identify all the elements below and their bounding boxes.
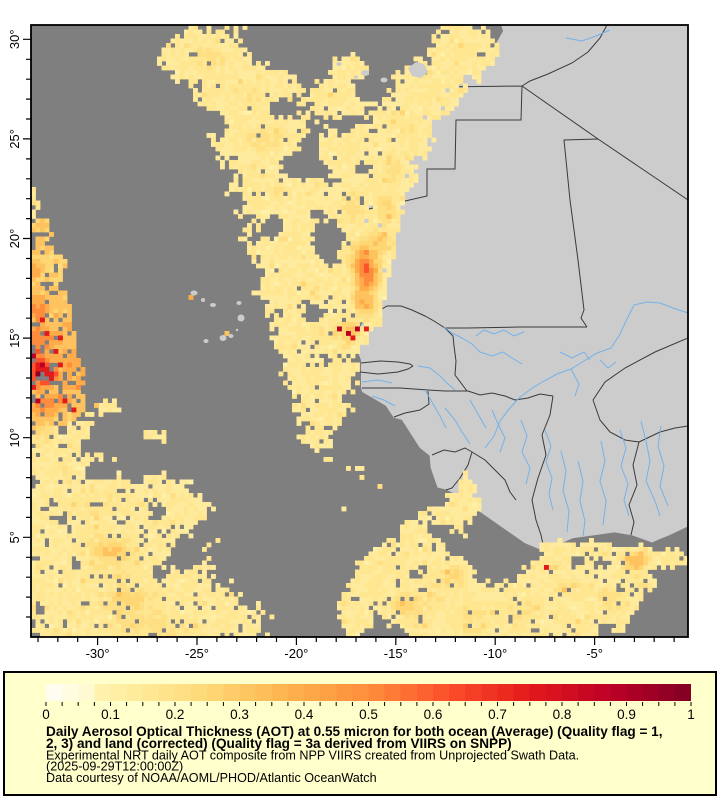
svg-text:0.7: 0.7 [488,707,507,722]
svg-text:0.4: 0.4 [295,707,314,722]
svg-text:0: 0 [42,707,50,722]
svg-text:20°: 20° [7,229,22,249]
svg-text:Experimental NRT daily AOT com: Experimental NRT daily AOT composite fro… [46,749,579,763]
svg-text:2, 3) and land (corrected) (Qu: 2, 3) and land (corrected) (Quality flag… [46,736,512,751]
svg-text:-25°: -25° [185,646,209,661]
svg-text:0.8: 0.8 [553,707,572,722]
svg-text:0.2: 0.2 [166,707,185,722]
svg-text:Data courtesy of NOAA/AOML/PHO: Data courtesy of NOAA/AOML/PHOD/Atlantic… [46,771,377,785]
svg-text:-5°: -5° [586,646,603,661]
svg-text:0.9: 0.9 [617,707,636,722]
svg-text:15°: 15° [7,328,22,348]
svg-text:25°: 25° [7,129,22,149]
svg-text:0.5: 0.5 [359,707,378,722]
svg-text:-10°: -10° [483,646,507,661]
svg-text:10°: 10° [7,428,22,448]
svg-text:30°: 30° [7,29,22,49]
svg-text:5°: 5° [7,531,22,543]
svg-text:-30°: -30° [86,646,110,661]
svg-text:(2025-09-29T12:00:00Z): (2025-09-29T12:00:00Z) [46,760,183,774]
svg-text:-20°: -20° [284,646,308,661]
svg-text:0.3: 0.3 [230,707,249,722]
svg-text:-15°: -15° [384,646,408,661]
svg-text:0.1: 0.1 [101,707,120,722]
svg-text:0.6: 0.6 [424,707,443,722]
svg-text:1: 1 [687,707,695,722]
svg-text:Daily Aerosol Optical Thicknes: Daily Aerosol Optical Thickness (AOT) at… [46,724,663,739]
